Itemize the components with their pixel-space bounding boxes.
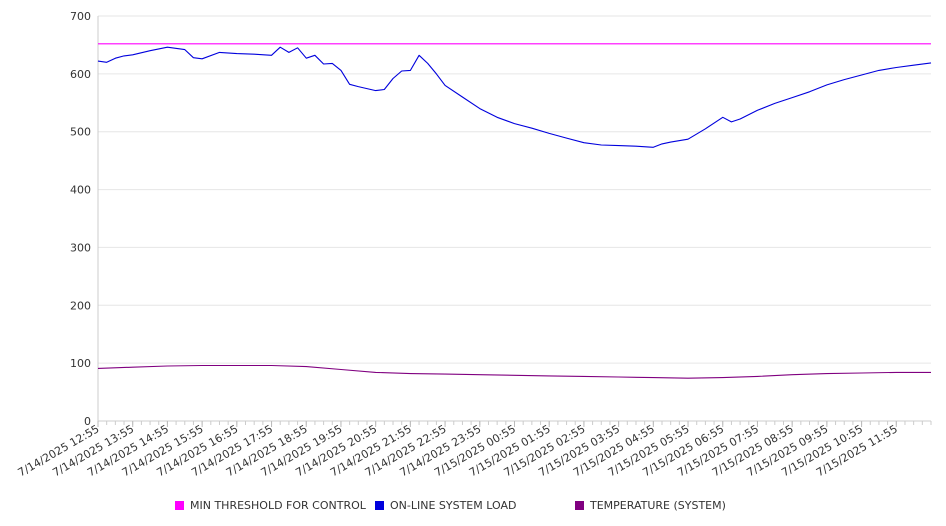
y-tick-label: 500 xyxy=(70,126,91,139)
y-tick-label: 300 xyxy=(70,241,91,254)
legend-label: TEMPERATURE (SYSTEM) xyxy=(589,499,726,512)
y-tick-label: 200 xyxy=(70,299,91,312)
series-line-2 xyxy=(97,364,931,379)
y-tick-label: 100 xyxy=(70,357,91,370)
y-tick-label: 400 xyxy=(70,184,91,197)
legend: MIN THRESHOLD FOR CONTROL ON-LINE SYSTEM … xyxy=(175,499,726,512)
legend-label: MIN THRESHOLD FOR CONTROL xyxy=(190,499,367,512)
y-tick-label: 600 xyxy=(70,68,91,81)
legend-swatch xyxy=(575,501,584,510)
legend-swatch xyxy=(375,501,384,510)
series-line-1 xyxy=(97,46,932,148)
y-tick-label: 0 xyxy=(84,415,91,428)
grid-lines xyxy=(98,15,931,364)
y-tick-label: 700 xyxy=(70,10,91,23)
legend-swatch xyxy=(175,501,184,510)
series-lines xyxy=(97,43,932,379)
legend-label: ON-LINE SYSTEM LOAD xyxy=(390,499,516,512)
